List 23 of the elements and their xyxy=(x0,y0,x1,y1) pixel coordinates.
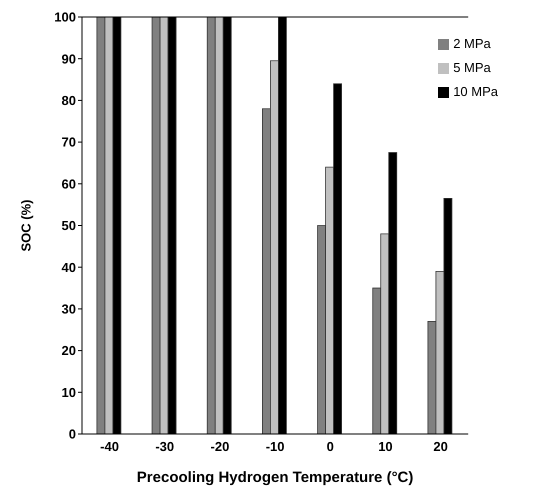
y-tick-label: 0 xyxy=(68,426,76,442)
x-tick-label: 20 xyxy=(433,439,448,454)
y-tick-label: 20 xyxy=(62,343,76,358)
x-axis-title: Precooling Hydrogen Temperature (°C) xyxy=(136,469,414,486)
y-axis-title: SOC (%) xyxy=(18,200,34,252)
y-tick-label: 10 xyxy=(62,384,76,400)
y-tick-label: 60 xyxy=(62,176,76,192)
x-tick-label: 10 xyxy=(378,439,393,454)
legend-label: 2 MPa xyxy=(453,36,491,51)
legend-label: 10 MPa xyxy=(453,84,498,99)
x-tick-label: -40 xyxy=(100,439,119,454)
y-tick-label: 30 xyxy=(62,302,76,317)
x-tick-label: -10 xyxy=(266,439,284,454)
y-tick-label: 40 xyxy=(62,260,76,275)
y-tick-label: 90 xyxy=(62,51,76,66)
y-tick-label: 80 xyxy=(62,93,76,108)
y-tick-label: 70 xyxy=(62,134,76,150)
x-tick-label: -30 xyxy=(155,439,174,454)
legend-label: 5 MPa xyxy=(453,60,491,75)
y-tick-label: 50 xyxy=(62,218,76,234)
x-tick-label: 0 xyxy=(326,439,334,454)
x-tick-label: -20 xyxy=(210,439,230,454)
y-tick-label: 100 xyxy=(54,10,76,25)
